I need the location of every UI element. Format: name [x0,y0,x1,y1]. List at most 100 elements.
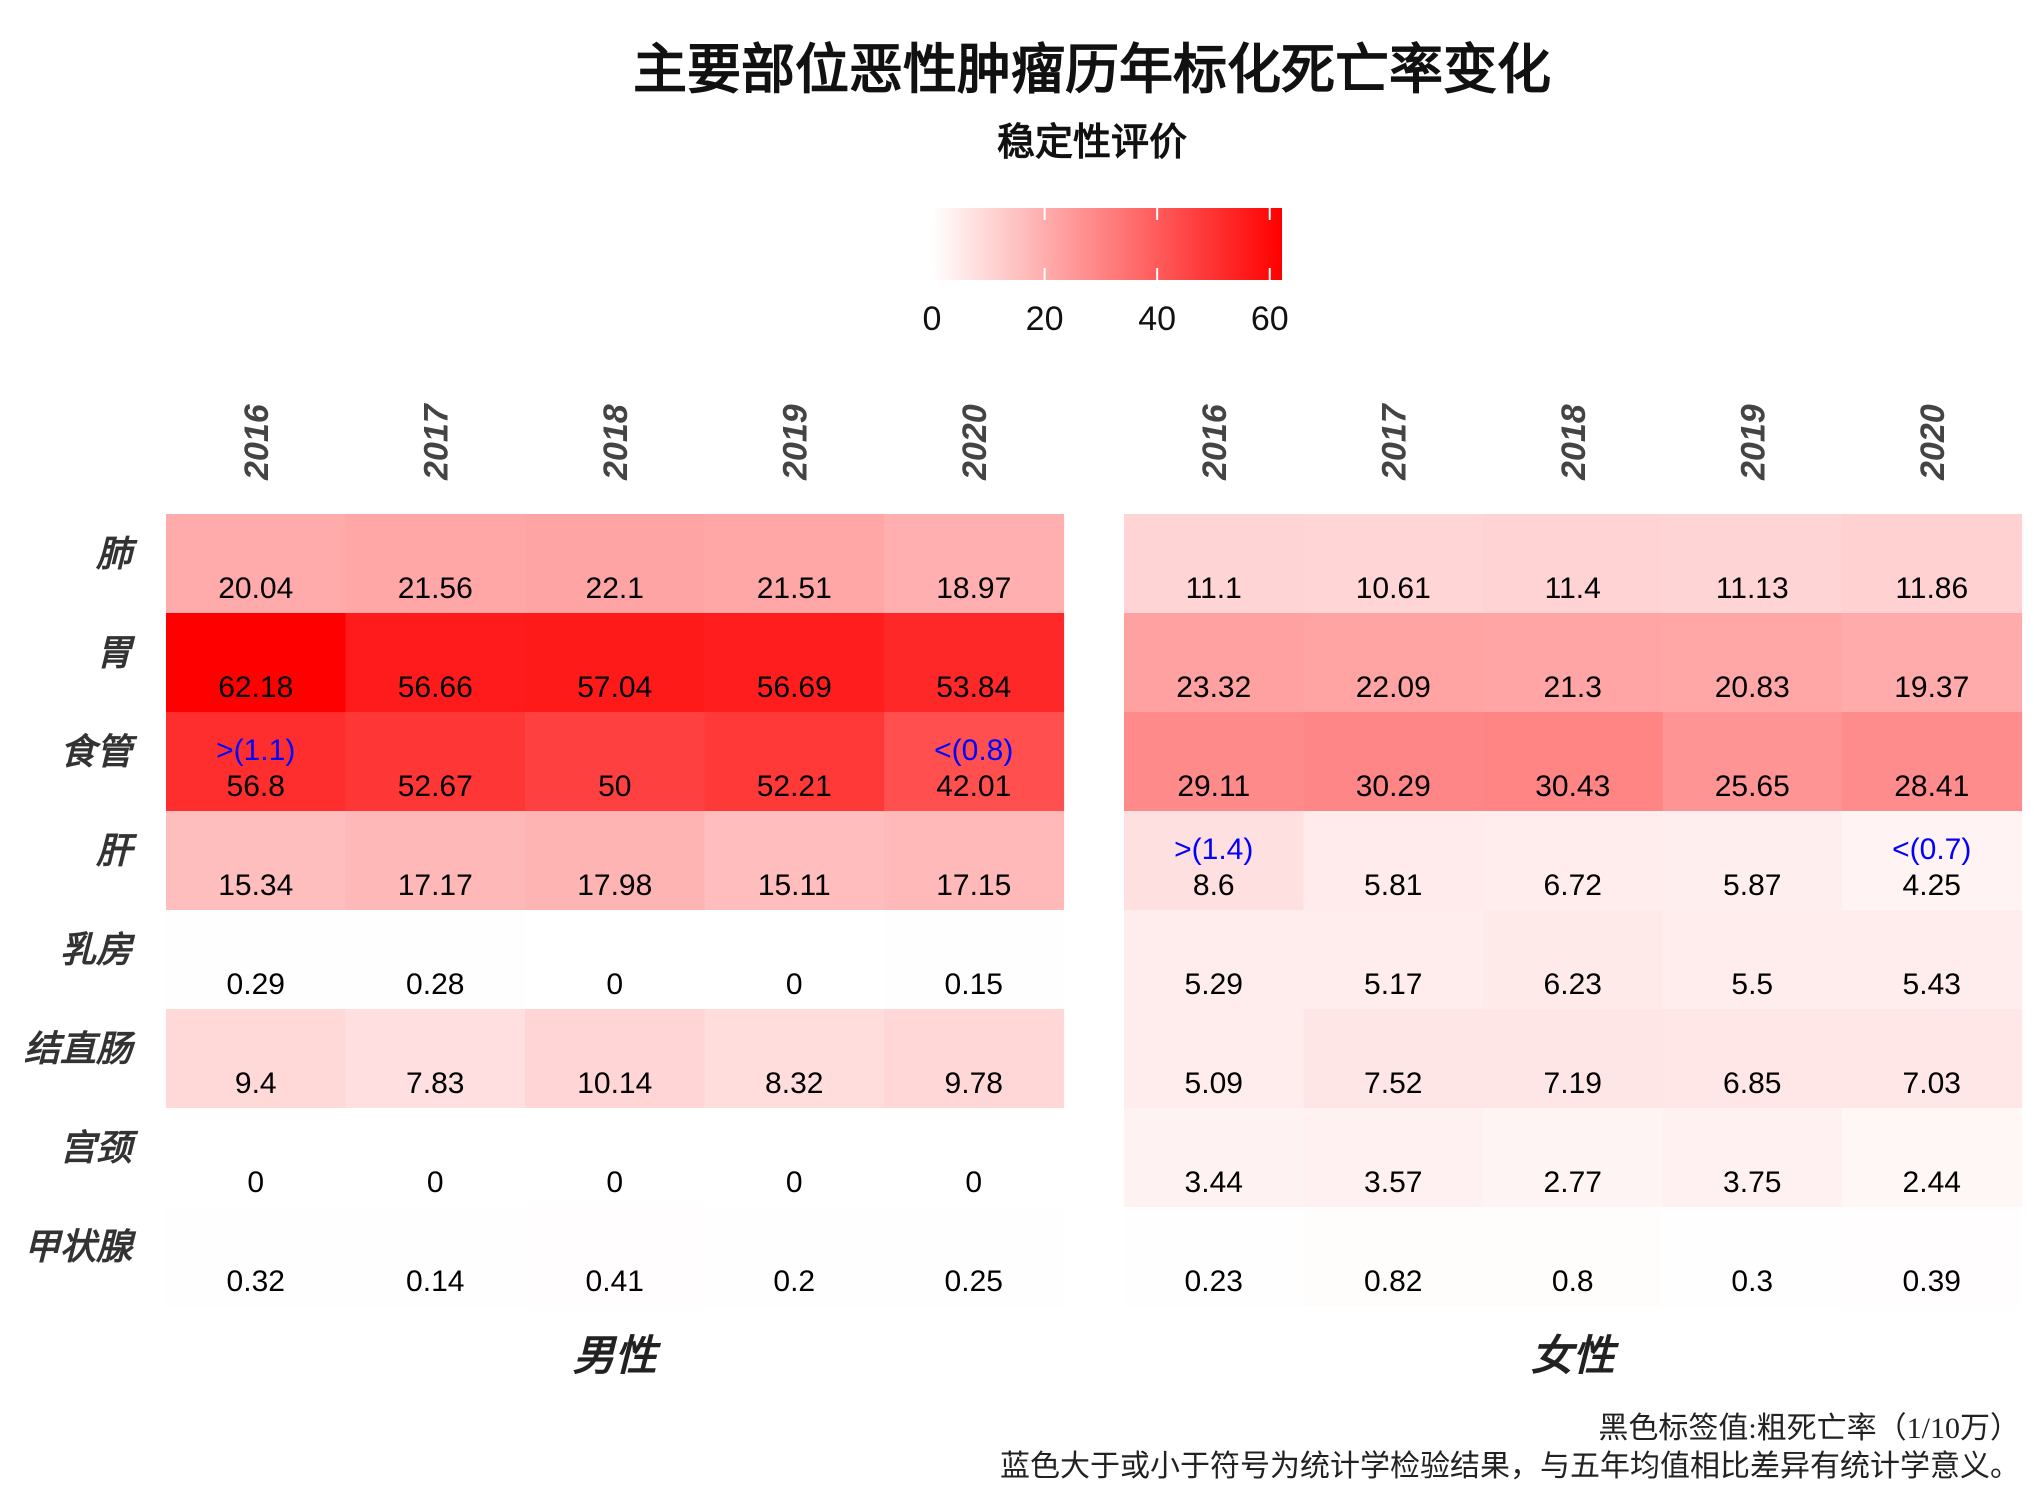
heatmap-cell [1842,811,2023,911]
cell-value-label: 0 [427,1166,444,1199]
cell-value-label: 0 [965,1166,982,1199]
chart-subtitle: 稳定性评价 [997,119,1187,164]
cell-value-label: 4.25 [1903,869,1961,902]
heatmap-cell [704,811,885,911]
cell-value-label: 6.85 [1723,1067,1781,1100]
heatmap-cell [345,712,526,812]
cell-value-label: 3.44 [1185,1166,1243,1199]
cell-value-label: 0.25 [945,1265,1003,1298]
cell-value-label: 5.29 [1185,968,1243,1001]
cell-value-label: 18.97 [936,572,1011,605]
cell-value-label: 22.1 [586,572,644,605]
cell-value-label: 0 [247,1166,264,1199]
heatmap-cell [345,910,526,1010]
cell-value-label: 0.3 [1731,1265,1773,1298]
row-label: 甲状腺 [24,1226,137,1268]
heatmap-cell [1662,1009,1843,1109]
cell-value-label: 7.52 [1364,1067,1422,1100]
cell-value-label: 30.29 [1356,770,1431,803]
heatmap-cell [1662,514,1843,614]
heatmap-cell [166,1108,347,1208]
cell-value-label: 0.82 [1364,1265,1422,1298]
heatmap-cell [345,1207,526,1307]
heatmap-cell [1303,613,1484,713]
heatmap-cell [1124,613,1305,713]
cell-value-label: 0.41 [586,1265,644,1298]
cell-value-label: 29.11 [1177,770,1250,803]
cell-value-label: 10.61 [1356,572,1431,605]
legend-tick-label: 60 [1251,300,1289,338]
cell-value-label: 19.37 [1894,671,1969,704]
cell-value-label: 6.72 [1544,869,1602,902]
heatmap-cell [884,712,1065,812]
heatmap-cell [1124,514,1305,614]
row-label: 肺 [95,533,138,575]
row-label: 食管 [60,731,138,773]
heatmap-cell [704,1009,885,1109]
heatmap-cell [884,910,1065,1010]
row-label: 肝 [95,830,138,872]
cell-value-label: 25.65 [1715,770,1790,803]
column-header-year: 2017 [417,402,455,481]
heatmap-cell [1303,1108,1484,1208]
heatmap-cell [166,613,347,713]
heatmap-cell [1842,1108,2023,1208]
legend-colorbar [932,208,1282,280]
cell-value-label: 10.14 [577,1067,652,1100]
row-label: 结直肠 [24,1028,136,1070]
cell-value-label: 5.09 [1185,1067,1243,1100]
panel-label: 女性 [1531,1331,1620,1380]
heatmap-cell [1303,712,1484,812]
heatmap-cell [525,613,706,713]
caption-line-1: 黑色标签值:粗死亡率（1/10万） [1598,1412,2020,1445]
cell-value-label: 0.28 [406,968,464,1001]
heatmap-cell [1483,811,1664,911]
heatmap-cell [525,514,706,614]
heatmap-cell [1662,910,1843,1010]
column-header-year: 2019 [1734,404,1772,481]
cell-value-label: 17.15 [936,869,1011,902]
column-header-year: 2018 [1555,404,1593,481]
heatmap-cell [1303,811,1484,911]
heatmap-cell [166,910,347,1010]
caption-line-2: 蓝色大于或小于符号为统计学检验结果，与五年均值相比差异有统计学意义。 [1000,1450,2020,1483]
legend-tick-label: 20 [1026,300,1064,338]
heatmap-cell [525,1108,706,1208]
cell-value-label: 0.14 [406,1265,464,1298]
cell-value-label: 56.69 [757,671,832,704]
heatmap-cell [884,1009,1065,1109]
heatmap-cell [1483,910,1664,1010]
heatmap-cell [884,514,1065,614]
cell-value-label: 6.23 [1544,968,1602,1001]
cell-value-label: 2.77 [1544,1166,1602,1199]
cell-value-label: 0 [786,1166,803,1199]
heatmap-cell [704,910,885,1010]
cell-value-label: 8.6 [1193,869,1235,902]
cell-value-label: 0.15 [945,968,1003,1001]
heatmap-cell [704,1207,885,1307]
cell-value-label: 5.5 [1731,968,1773,1001]
heatmap-cell [1124,712,1305,812]
cell-value-label: 56.66 [398,671,473,704]
cell-value-label: 0.32 [227,1265,285,1298]
cell-value-label: 50 [598,770,631,803]
heatmap-cell [1124,1207,1305,1307]
column-header-year: 2019 [776,404,814,481]
panel-label: 男性 [573,1331,662,1380]
heatmap-cell [166,1009,347,1109]
column-header-year: 2017 [1375,402,1413,481]
heatmap-cell [884,811,1065,911]
heatmap-cell [525,811,706,911]
cell-value-label: 23.32 [1176,671,1251,704]
cell-value-label: 62.18 [218,671,293,704]
cell-significance-annotation: >(1.4) [1174,833,1253,866]
cell-value-label: 11.86 [1895,572,1968,605]
heatmap-cell [345,1108,526,1208]
heatmap-cell [1842,1207,2023,1307]
cell-value-label: 17.17 [398,869,473,902]
heatmap-cell [1842,514,2023,614]
heatmap-cell [1842,712,2023,812]
heatmap-cell [1483,712,1664,812]
heatmap-cell [1124,1108,1305,1208]
